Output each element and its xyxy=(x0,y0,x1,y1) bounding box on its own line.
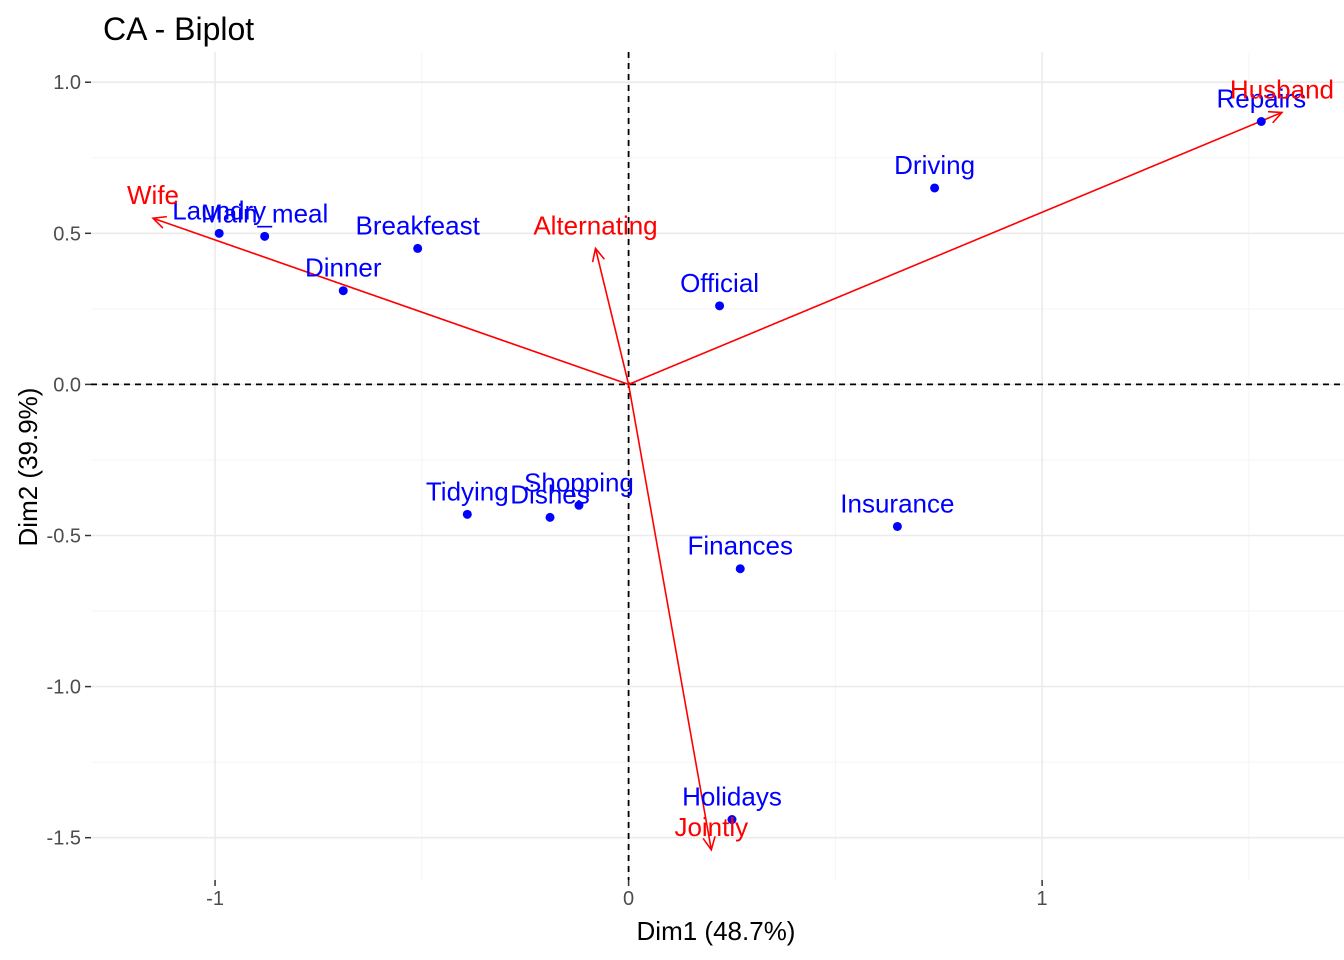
axis-ticks: -1 0 1 -1.5 -1.0 -0.5 0.0 0.5 1.0 xyxy=(47,72,1048,910)
row-points xyxy=(214,117,1266,825)
column-label: Husband xyxy=(1230,74,1334,104)
row-point xyxy=(260,231,270,241)
row-label: Shopping xyxy=(524,467,634,497)
row-label: Dinner xyxy=(305,253,382,283)
column-arrow xyxy=(594,248,630,385)
column-arrows xyxy=(151,110,1284,852)
column-arrow-head xyxy=(702,836,716,852)
y-tick-label: -1.5 xyxy=(47,828,81,850)
column-arrow-head xyxy=(1267,110,1284,124)
row-point xyxy=(413,243,423,253)
column-arrow-head xyxy=(591,246,606,263)
row-point xyxy=(735,564,745,574)
column-arrow xyxy=(627,384,713,850)
column-arrow-head xyxy=(151,215,168,229)
column-arrow xyxy=(628,111,1283,386)
y-tick-label: -0.5 xyxy=(47,526,81,548)
chart-title: CA - Biplot xyxy=(103,11,254,47)
row-point xyxy=(214,228,224,238)
row-label: Tidying xyxy=(426,476,509,506)
y-axis-title: Dim2 (39.9%) xyxy=(13,388,43,547)
reference-lines xyxy=(91,52,1344,880)
y-tick-label: 0.5 xyxy=(53,223,81,245)
y-tick-label: 0.0 xyxy=(53,374,81,396)
row-point xyxy=(338,286,348,296)
grid xyxy=(91,52,1344,880)
row-point xyxy=(462,509,472,519)
row-point xyxy=(1256,117,1266,127)
column-label: Alternating xyxy=(533,210,657,240)
row-label: Dishes xyxy=(510,479,589,509)
row-label: Finances xyxy=(687,531,793,561)
row-point xyxy=(930,183,940,193)
row-point xyxy=(892,521,902,531)
row-label: Holidays xyxy=(682,782,782,812)
row-label: Official xyxy=(680,268,759,298)
row-point xyxy=(715,301,725,311)
column-arrow xyxy=(152,217,629,386)
y-tick-label: -1.0 xyxy=(47,677,81,699)
row-point xyxy=(727,815,737,825)
column-label: Wife xyxy=(127,180,179,210)
row-label: Breakfeast xyxy=(356,210,481,240)
row-label: Insurance xyxy=(840,488,954,518)
y-tick-label: 1.0 xyxy=(53,72,81,94)
x-axis-title: Dim1 (48.7%) xyxy=(637,916,796,946)
x-tick-label: -1 xyxy=(206,888,224,910)
row-point xyxy=(574,500,584,510)
column-label: Jointly xyxy=(674,812,748,842)
row-label: Driving xyxy=(894,150,975,180)
row-label: Main_meal xyxy=(201,198,328,228)
row-label: Laundry xyxy=(172,195,266,225)
x-tick-label: 0 xyxy=(623,888,634,910)
x-tick-label: 1 xyxy=(1037,888,1048,910)
row-label: Repairs xyxy=(1216,84,1306,114)
row-point xyxy=(545,512,555,522)
